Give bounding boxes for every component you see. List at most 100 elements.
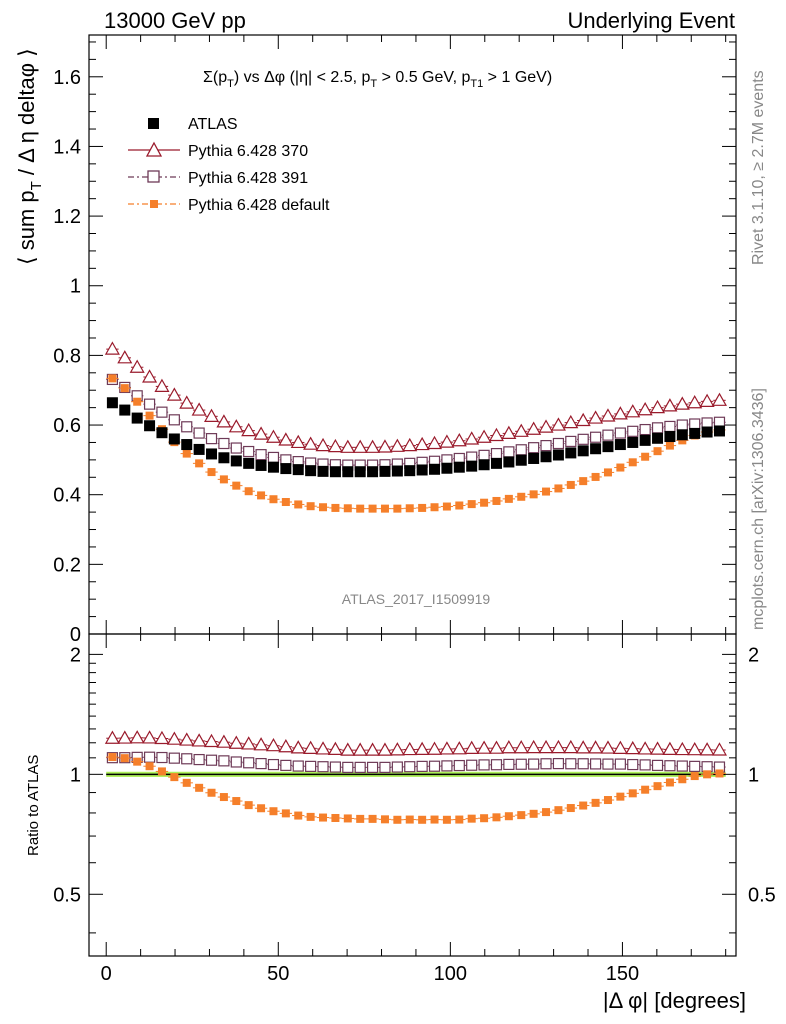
ratio-point-p370: [166, 731, 182, 745]
ratio-point-p391: [651, 759, 664, 771]
ratio-ytick-label-right: 2: [748, 644, 759, 666]
main-point-p391: [651, 422, 664, 434]
ratio-point-p370: [513, 740, 529, 754]
main-point-p391: [701, 417, 713, 429]
main-point-p370: [117, 350, 133, 364]
ratio-point-p370: [191, 733, 207, 747]
header-right: Underlying Event: [567, 8, 735, 33]
ratio-point-p391: [565, 758, 577, 770]
main-ytick-label: 0.8: [53, 345, 81, 367]
main-point-pdefault: [554, 484, 563, 493]
main-point-p370: [414, 436, 430, 451]
main-point-atlas: [627, 436, 639, 448]
title-sub-3: T1: [470, 78, 483, 90]
main-point-atlas: [206, 448, 218, 460]
ratio-point-p370: [315, 741, 331, 755]
x-axis-label: |Δ φ| [degrees]: [603, 988, 746, 1013]
legend-label-atlas: ATLAS: [188, 116, 238, 133]
main-point-p391: [689, 418, 701, 430]
ratio-point-p370: [278, 738, 294, 753]
ratio-point-p370: [526, 739, 542, 754]
main-point-p370: [290, 434, 306, 449]
main-point-p370: [303, 436, 319, 450]
main-point-p370: [142, 369, 158, 383]
main-point-atlas: [106, 397, 118, 409]
main-panel-frame: [88, 34, 737, 635]
legend-marker-atlas: [148, 118, 159, 129]
main-point-pdefault: [418, 503, 427, 512]
ylabel-part-a: ⟨ sum p: [14, 190, 39, 265]
legend-label-p391: Pythia 6.428 391: [188, 170, 308, 187]
ratio-point-pdefault: [343, 814, 352, 823]
main-point-p370: [637, 402, 653, 416]
main-point-pdefault: [603, 468, 612, 477]
ratio-point-p391: [528, 758, 540, 770]
ratio-point-pdefault: [703, 770, 712, 779]
main-point-p370: [315, 437, 331, 452]
ratio-point-p370: [142, 730, 158, 744]
main-point-p370: [241, 422, 257, 437]
main-point-p370: [588, 410, 604, 424]
ratio-point-pdefault: [331, 813, 340, 822]
ratio-point-p370: [253, 737, 269, 751]
main-point-pdefault: [281, 498, 290, 507]
main-point-p391: [255, 449, 267, 461]
ratio-point-p370: [588, 740, 604, 754]
main-ytick-label: 1: [70, 276, 81, 298]
main-point-atlas: [552, 449, 564, 461]
ratio-ytick-label-left: 0.5: [53, 884, 81, 906]
mcplots-label: mcplots.cern.ch [arXiv:1306.3436]: [750, 388, 767, 630]
ratio-point-pdefault: [380, 815, 389, 824]
ratio-point-p391: [453, 759, 465, 772]
ratio-point-p370: [216, 734, 232, 748]
ratio-point-pdefault: [108, 753, 117, 762]
main-point-p370: [662, 398, 678, 412]
main-point-pdefault: [207, 468, 216, 477]
main-point-pdefault: [331, 503, 340, 512]
main-point-p391: [565, 435, 577, 448]
ratio-point-p370: [352, 742, 368, 756]
main-point-p370: [476, 429, 492, 443]
ratio-point-pdefault: [455, 815, 464, 824]
ratio-panel-frame: [88, 633, 737, 957]
main-point-pdefault: [108, 374, 117, 383]
ratio-point-p391: [676, 760, 688, 772]
ylabel-sub: T: [28, 181, 45, 190]
main-point-p370: [550, 417, 566, 431]
main-point-p370: [278, 432, 294, 446]
main-point-atlas: [193, 443, 205, 455]
ratio-point-pdefault: [182, 778, 191, 787]
ratio-ytick-label-left: 1: [70, 764, 81, 786]
ratio-point-pdefault: [628, 789, 637, 798]
main-point-pdefault: [120, 384, 129, 393]
ratio-point-p370: [563, 739, 579, 754]
ratio-point-pdefault: [207, 788, 216, 797]
main-point-p370: [352, 439, 368, 453]
main-point-atlas: [329, 466, 341, 478]
ratio-ylabel: Ratio to ATLAS: [25, 755, 42, 856]
main-point-atlas: [354, 466, 366, 478]
main-point-p391: [614, 427, 626, 439]
ratio-point-p391: [168, 752, 180, 764]
ratio-point-pdefault: [504, 812, 513, 821]
main-point-p370: [538, 419, 554, 433]
ratio-point-p370: [179, 732, 195, 746]
ratio-point-p391: [416, 760, 428, 772]
main-point-atlas: [317, 465, 329, 477]
ratio-point-pdefault: [517, 811, 526, 820]
main-point-atlas: [441, 462, 453, 474]
title-sub-2: T: [370, 78, 377, 90]
ratio-point-pdefault: [603, 796, 612, 805]
ratio-point-p391: [329, 761, 342, 773]
main-point-p391: [193, 427, 205, 439]
ratio-point-p391: [589, 758, 602, 770]
ratio-point-p370: [476, 740, 492, 754]
main-point-p391: [540, 439, 552, 452]
ratio-point-p370: [104, 730, 120, 744]
main-ytick-label: 0.2: [53, 554, 81, 576]
main-point-pdefault: [504, 494, 513, 503]
main-point-atlas: [503, 456, 515, 468]
main-point-p370: [513, 423, 529, 437]
ratio-point-p370: [228, 735, 244, 749]
main-point-pdefault: [455, 501, 464, 510]
